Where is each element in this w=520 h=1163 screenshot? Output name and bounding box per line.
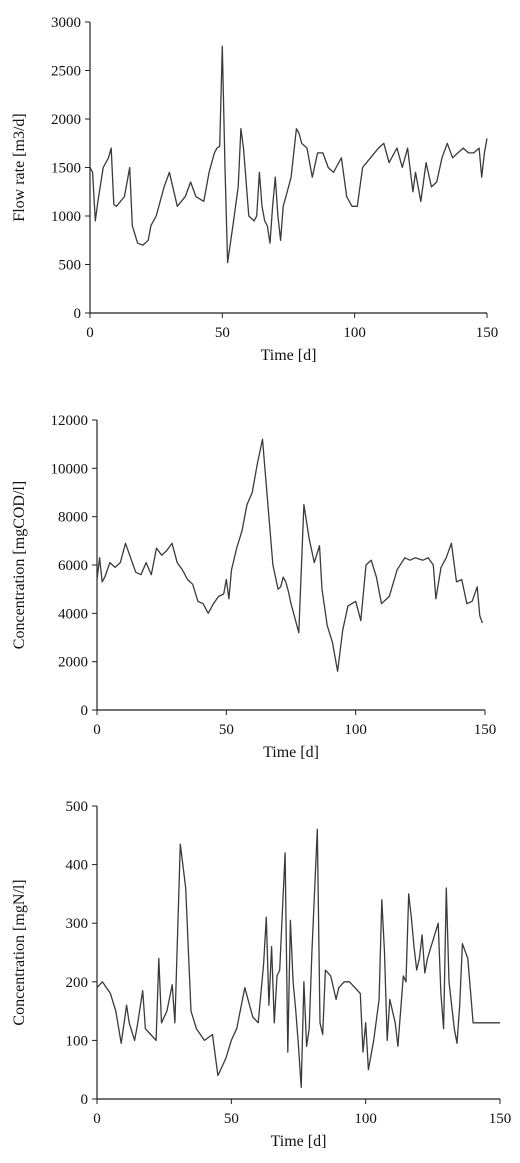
y-tick-label: 0 <box>81 1092 89 1108</box>
y-tick-label: 3000 <box>51 15 81 31</box>
nitrogen-concentration-chart-svg: 0 100 200 300 400 500 0 50 100 150 Time [d] Concent… <box>11 799 512 1150</box>
data-series-line <box>89 45 488 264</box>
flow-rate-chart-svg: 0 500 1000 1500 2000 2500 3000 0 50 100 150 Time [d… <box>11 15 499 364</box>
y-axis-label: Concentration [mgCOD/l] <box>11 481 28 649</box>
x-axis-label: Time [d] <box>263 744 319 761</box>
y-tick-label: 300 <box>66 916 89 932</box>
x-tick-label: 100 <box>343 325 366 341</box>
x-axis-label: Time [d] <box>271 1133 327 1150</box>
y-tick-label: 0 <box>81 703 89 719</box>
x-axis-label: Time [d] <box>261 347 317 364</box>
y-tick-label: 400 <box>66 858 89 874</box>
y-tick-label: 10000 <box>51 461 89 477</box>
y-tick-label: 0 <box>74 306 82 322</box>
data-series-line <box>96 828 500 1088</box>
x-tick-label: 150 <box>489 1111 512 1127</box>
y-tick-label: 100 <box>66 1033 89 1049</box>
x-tick-label: 50 <box>215 325 230 341</box>
y-tick-label: 4000 <box>58 606 88 622</box>
x-tick-label: 50 <box>219 722 234 738</box>
y-tick-label: 2500 <box>51 64 81 80</box>
y-axis-label: Flow rate [m3/d] <box>11 113 28 221</box>
cod-concentration-chart: 0 2000 4000 6000 8000 10000 12000 0 50 100 150 Time… <box>0 385 520 775</box>
x-tick-label: 50 <box>224 1111 239 1127</box>
x-tick-label: 150 <box>476 325 499 341</box>
cod-concentration-chart-svg: 0 2000 4000 6000 8000 10000 12000 0 50 100 150 Time… <box>11 413 497 761</box>
x-tick-label: 0 <box>86 325 94 341</box>
y-axis-label: Concentration [mgN/l] <box>11 879 28 1025</box>
x-tick-label: 100 <box>354 1111 377 1127</box>
data-series-line <box>96 438 484 672</box>
y-tick-label: 500 <box>59 258 82 274</box>
y-tick-label: 12000 <box>51 413 89 429</box>
flow-rate-chart: 0 500 1000 1500 2000 2500 3000 0 50 100 150 Time [d… <box>0 0 520 385</box>
y-tick-label: 6000 <box>58 558 88 574</box>
x-tick-label: 0 <box>93 722 101 738</box>
y-tick-label: 1000 <box>51 209 81 225</box>
y-tick-label: 1500 <box>51 161 81 177</box>
y-tick-label: 2000 <box>58 655 88 671</box>
x-tick-label: 150 <box>474 722 497 738</box>
y-tick-label: 500 <box>66 799 89 815</box>
x-tick-label: 100 <box>344 722 367 738</box>
y-tick-label: 200 <box>66 975 89 991</box>
y-tick-label: 2000 <box>51 112 81 128</box>
x-tick-label: 0 <box>93 1111 101 1127</box>
nitrogen-concentration-chart: 0 100 200 300 400 500 0 50 100 150 Time [d] Concent… <box>0 775 520 1163</box>
y-tick-label: 8000 <box>58 510 88 526</box>
